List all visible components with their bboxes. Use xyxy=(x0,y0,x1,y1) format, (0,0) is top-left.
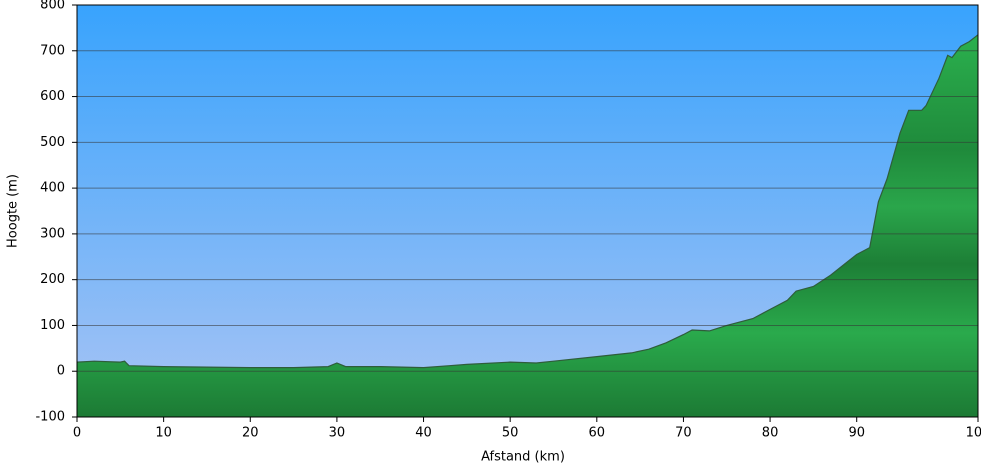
x-axis-title: Afstand (km) xyxy=(481,450,565,465)
x-tick-label: 50 xyxy=(502,426,519,441)
x-tick-label: 0 xyxy=(73,426,81,441)
area-fill xyxy=(77,34,978,418)
y-tick-label: 800 xyxy=(40,0,65,13)
x-tick-label: 10 xyxy=(155,426,172,441)
x-tick-label: 40 xyxy=(415,426,432,441)
y-tick-label: 500 xyxy=(40,135,65,150)
y-tick-label: 100 xyxy=(40,318,65,333)
x-tick-label: 104 xyxy=(966,426,981,441)
x-tick-label: 30 xyxy=(329,426,346,441)
y-tick-label: -100 xyxy=(35,410,65,425)
x-tick-label: 60 xyxy=(589,426,606,441)
x-tick-label: 70 xyxy=(675,426,692,441)
y-tick-label: 600 xyxy=(40,89,65,104)
area-line xyxy=(76,34,979,369)
plot-border xyxy=(76,4,979,418)
y-tick-label: 700 xyxy=(40,43,65,58)
y-tick-label: 0 xyxy=(57,364,65,379)
x-tick-label: 20 xyxy=(242,426,259,441)
y-axis-title: Hoogte (m) xyxy=(6,174,21,248)
x-tick-label: 90 xyxy=(848,426,865,441)
x-tick-label: 80 xyxy=(762,426,779,441)
y-tick-label: 400 xyxy=(40,181,65,196)
y-tick-label: 300 xyxy=(40,226,65,241)
y-tick-label: 200 xyxy=(40,272,65,287)
